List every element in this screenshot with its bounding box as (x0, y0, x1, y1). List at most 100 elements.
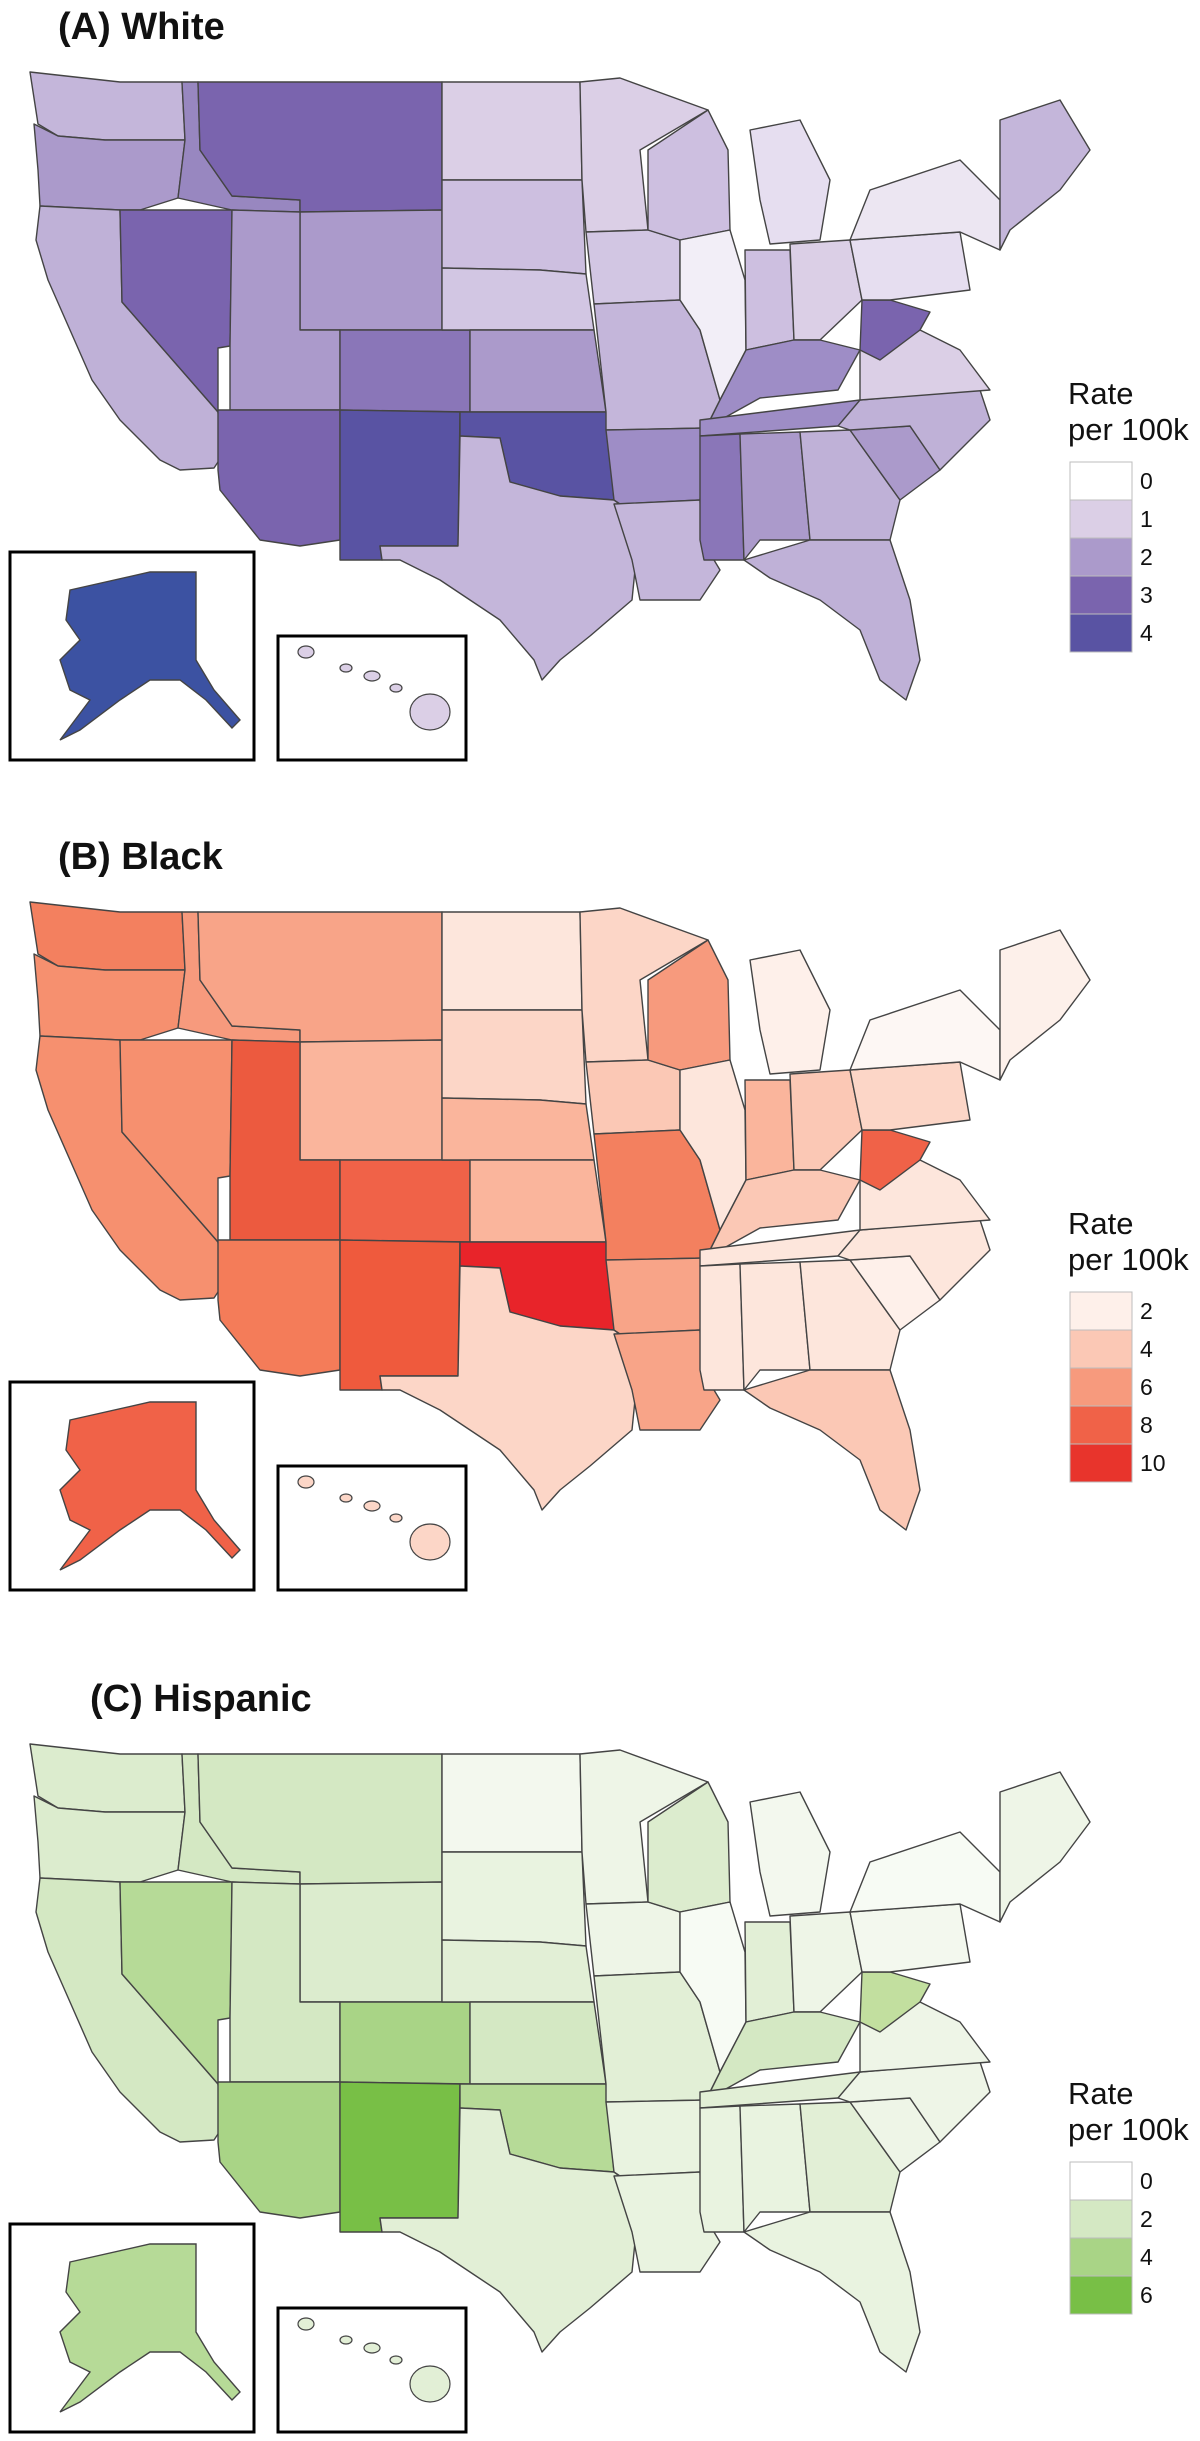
legend-label: 10 (1140, 1450, 1166, 1476)
state-ak (59, 1401, 241, 1571)
state-mi (749, 119, 831, 245)
legend-title: Rate per 100k (1068, 376, 1189, 447)
state-hi-island (297, 645, 315, 659)
state-hi-island (339, 1493, 353, 1503)
state-hi-island (297, 1475, 315, 1489)
state-hi-island (409, 693, 451, 731)
state-mi (749, 949, 831, 1075)
state-tx (379, 1265, 641, 1511)
legend-swatch (1069, 1329, 1133, 1369)
hawaii-inset-frame (276, 2306, 468, 2434)
state-mn (579, 77, 709, 233)
state-ak (59, 2243, 241, 2413)
state-ms (699, 2105, 745, 2233)
legend-title: Rate per 100k (1068, 1206, 1189, 1277)
state-nc (837, 389, 991, 471)
state-hi-island (389, 2355, 403, 2365)
state-al (739, 2103, 811, 2233)
hawaii-inset-frame (276, 634, 468, 762)
legend-label: 2 (1140, 2206, 1153, 2232)
state-ms (699, 1263, 745, 1391)
state-ky (705, 339, 861, 429)
state-oh (789, 1911, 863, 2013)
panel-title: (A) White (58, 6, 225, 48)
state-hi-island (363, 1500, 381, 1512)
legend-swatch (1069, 1443, 1133, 1483)
state-hi-island (363, 2342, 381, 2354)
panel-title: (B) Black (58, 836, 223, 878)
state-ga (799, 1259, 901, 1371)
state-fl (743, 539, 921, 701)
choropleth-map (8, 901, 1091, 1592)
legend-swatch (1069, 537, 1133, 577)
state-hi-island (389, 1513, 403, 1523)
state-or (33, 953, 186, 1041)
state-ky (705, 2011, 861, 2101)
legend-title: Rate per 100k (1068, 2076, 1189, 2147)
legend-swatch (1069, 499, 1133, 539)
panel-white: (A) White Rate per 100k 0 1 2 3 4 (0, 0, 1200, 800)
state-ne_us (999, 99, 1091, 251)
legend-label: 4 (1140, 1336, 1153, 1362)
state-fl (743, 2211, 921, 2373)
legend (1069, 2161, 1133, 2315)
state-mn (579, 907, 709, 1063)
state-or (33, 123, 186, 211)
legend-label: 2 (1140, 544, 1153, 570)
panel-title: (C) Hispanic (90, 1678, 312, 1720)
legend-swatch (1069, 1291, 1133, 1331)
state-ak (59, 571, 241, 741)
state-nc (837, 1219, 991, 1301)
legend-swatch (1069, 1367, 1133, 1407)
state-hi-island (389, 683, 403, 693)
legend-label: 0 (1140, 468, 1153, 494)
legend-swatch (1069, 575, 1133, 615)
legend-label: 3 (1140, 582, 1153, 608)
alaska-inset-frame (8, 2222, 256, 2434)
legend-swatch (1069, 1405, 1133, 1445)
legend-swatch (1069, 2161, 1133, 2201)
legend-label: 4 (1140, 2244, 1153, 2270)
state-oh (789, 239, 863, 341)
panel-black: (B) Black Rate per 100k 2 4 6 8 10 (0, 830, 1200, 1630)
state-ne_us (999, 929, 1091, 1081)
hawaii-inset-frame (276, 1464, 468, 1592)
state-hi-island (409, 2365, 451, 2403)
state-tx (379, 435, 641, 681)
state-mi (749, 1791, 831, 1917)
legend-swatch (1069, 461, 1133, 501)
choropleth-map (8, 1743, 1091, 2434)
panel-hispanic: (C) Hispanic Rate per 100k 0 2 4 6 (0, 1672, 1200, 2441)
legend-swatch (1069, 613, 1133, 653)
legend (1069, 1291, 1133, 1483)
state-ms (699, 433, 745, 561)
state-hi-island (297, 2317, 315, 2331)
state-oh (789, 1069, 863, 1171)
legend-label: 2 (1140, 1298, 1153, 1324)
legend-label: 6 (1140, 1374, 1153, 1400)
state-ne_us (999, 1771, 1091, 1923)
legend-swatch (1069, 2237, 1133, 2277)
state-al (739, 431, 811, 561)
legend (1069, 461, 1133, 653)
legend-swatch (1069, 2275, 1133, 2315)
state-fl (743, 1369, 921, 1531)
state-hi-island (363, 670, 381, 682)
state-hi-island (339, 663, 353, 673)
state-nc (837, 2061, 991, 2143)
state-ga (799, 429, 901, 541)
state-hi-island (409, 1523, 451, 1561)
state-hi-island (339, 2335, 353, 2345)
alaska-inset-frame (8, 1380, 256, 1592)
state-mn (579, 1749, 709, 1905)
legend-label: 4 (1140, 620, 1153, 646)
legend-label: 6 (1140, 2282, 1153, 2308)
state-or (33, 1795, 186, 1883)
legend-label: 0 (1140, 2168, 1153, 2194)
state-tx (379, 2107, 641, 2353)
legend-label: 1 (1140, 506, 1153, 532)
state-al (739, 1261, 811, 1391)
legend-label: 8 (1140, 1412, 1153, 1438)
legend-swatch (1069, 2199, 1133, 2239)
alaska-inset-frame (8, 550, 256, 762)
